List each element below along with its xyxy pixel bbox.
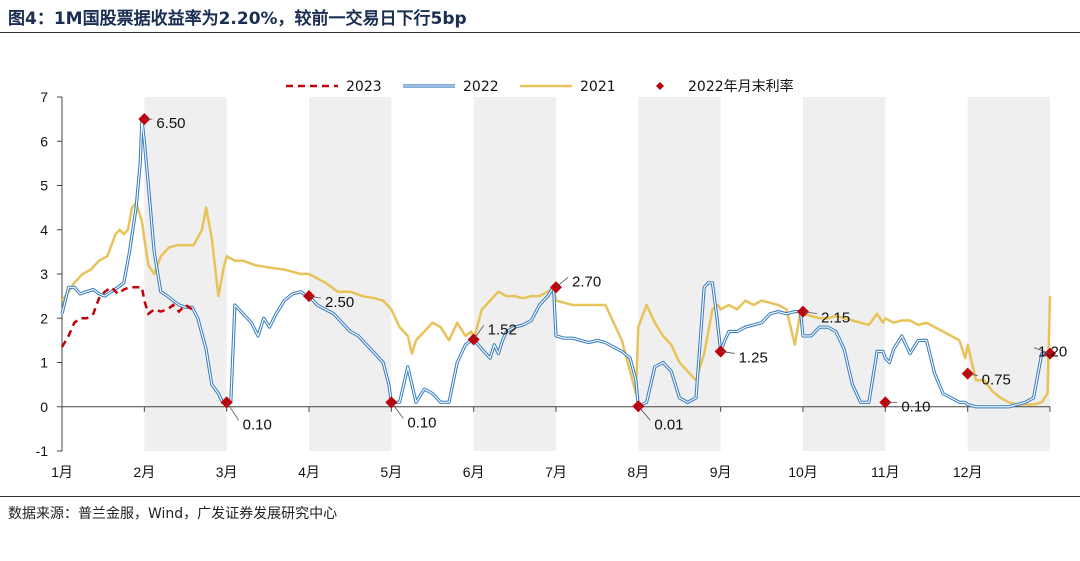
legend-label: 2023 (346, 79, 382, 95)
source-note: 数据来源：普兰金服，Wind，广发证券发展研究中心 (8, 506, 338, 522)
legend-label: 2021 (580, 79, 616, 95)
x-tick-label: 8月 (627, 464, 649, 480)
x-tick-label: 1月 (51, 464, 73, 480)
x-tick-label: 11月 (871, 464, 900, 480)
y-tick-label: 4 (40, 222, 48, 238)
x-tick-label: 10月 (788, 464, 818, 480)
month-band (803, 97, 886, 451)
x-tick-label: 5月 (380, 464, 402, 480)
marker-leader (638, 406, 651, 421)
x-tick-label: 4月 (298, 464, 320, 480)
marker-leader (226, 402, 239, 421)
series-2021-line (60, 201, 1052, 406)
x-tick-label: 3月 (216, 464, 238, 480)
bottom-rule (0, 496, 1080, 497)
marker-data-label: 0.01 (654, 416, 683, 433)
x-tick-label: 7月 (545, 464, 567, 480)
legend-label: 2022 (463, 79, 499, 95)
marker-data-label: 6.50 (156, 115, 185, 132)
x-tick-label: 12月 (953, 464, 983, 480)
marker-data-label: 1.52 (488, 321, 517, 338)
marker-data-label: 1.20 (1038, 344, 1067, 361)
month-band (638, 97, 721, 451)
marker-data-label: 0.10 (243, 416, 272, 433)
month-band (473, 97, 556, 451)
marker-leader (720, 351, 735, 354)
marker-leader (967, 373, 978, 376)
marker-data-label: 2.50 (325, 294, 354, 311)
marker-leader (802, 311, 818, 315)
legend-label: 2022年月末利率 (688, 78, 794, 95)
y-tick-label: -1 (36, 443, 49, 459)
marker-data-label: 0.10 (407, 414, 436, 431)
y-tick-label: 0 (40, 399, 48, 415)
marker-data-label: 1.25 (739, 349, 768, 366)
marker-data-label: 0.75 (982, 372, 1011, 389)
chart-title: 图4：1M国股票据收益率为2.20%，较前一交易日下行5bp (8, 9, 467, 29)
y-tick-label: 2 (40, 310, 48, 326)
y-tick-label: 7 (40, 89, 48, 105)
series-2023-line (60, 285, 193, 348)
marker-leader (473, 325, 484, 340)
x-tick-label: 2月 (133, 464, 155, 480)
marker-leader (308, 295, 322, 299)
x-tick-label: 9月 (710, 464, 732, 480)
marker-data-label: 2.70 (572, 273, 601, 290)
y-tick-label: 5 (40, 178, 48, 194)
y-tick-label: 3 (40, 266, 48, 282)
series-2022-line-inner (61, 118, 1048, 408)
marker-leader (391, 402, 404, 419)
month-band (309, 97, 392, 451)
marker-leader (1033, 347, 1051, 355)
marker-data-label: 2.15 (821, 310, 850, 327)
y-tick-label: 6 (40, 133, 48, 149)
marker-data-label: 0.10 (901, 398, 930, 415)
legend-swatch-marker (656, 82, 664, 90)
top-rule (0, 32, 1080, 33)
marker-leader (555, 276, 569, 288)
line-chart: -1 0 1 2 3 4 5 6 7 1月 2月 3月 4月 5月 6月 7月 8月 9月 10月 11月 12月 6.5… (36, 78, 1068, 480)
x-tick-label: 6月 (463, 464, 485, 480)
month-band (967, 97, 1050, 451)
y-tick-label: 1 (40, 355, 48, 371)
